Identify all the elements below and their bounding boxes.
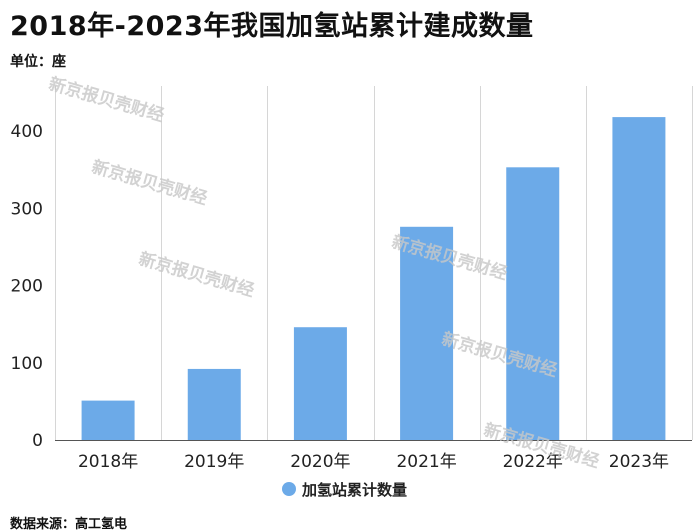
y-tick-label: 300 (11, 199, 43, 219)
legend-marker (282, 482, 296, 496)
bar (293, 327, 347, 440)
y-tick-label: 200 (11, 277, 43, 297)
bar (612, 117, 666, 440)
unit-label: 单位：座 (10, 54, 66, 70)
source-label: 数据来源：高工氢电 (10, 517, 128, 532)
axes: 0 100 200 300 400 2018年 2019年 2020年 2021年 2022年 20… (11, 122, 692, 472)
bar (506, 167, 560, 440)
legend-label: 加氢站累计数量 (301, 481, 407, 499)
bar (400, 226, 454, 440)
x-tick-label: 2020年 (290, 452, 350, 472)
x-tick-label: 2018年 (78, 452, 138, 472)
chart-title: 2018年-2023年我国加氢站累计建成数量 (10, 11, 534, 42)
y-tick-label: 0 (32, 431, 43, 451)
legend: 加氢站累计数量 (282, 481, 407, 499)
bars (81, 117, 666, 440)
bar (81, 400, 135, 440)
bar (187, 368, 241, 440)
y-tick-label: 400 (11, 122, 43, 142)
watermark: 新京报贝壳财经 (136, 248, 256, 301)
y-tick-label: 100 (11, 354, 43, 374)
watermark: 新京报贝壳财经 (89, 156, 209, 209)
watermark: 新京报贝壳财经 (46, 73, 166, 126)
x-tick-label: 2022年 (503, 452, 563, 472)
x-tick-label: 2021年 (396, 452, 456, 472)
x-tick-label: 2023年 (609, 452, 669, 472)
x-tick-label: 2019年 (184, 452, 244, 472)
grid-lines (55, 86, 693, 440)
